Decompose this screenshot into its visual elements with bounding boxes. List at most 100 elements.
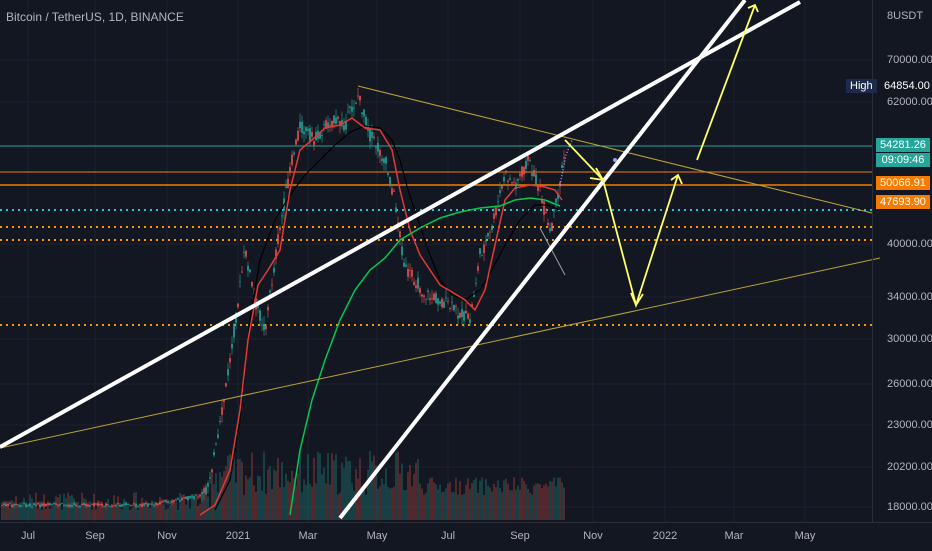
- volume-bar: [203, 492, 205, 520]
- time-tick: Nov: [583, 530, 603, 542]
- candle-body: [563, 157, 565, 159]
- volume-bar: [225, 466, 227, 520]
- candle-body: [103, 506, 105, 508]
- candle-body: [61, 503, 63, 505]
- marker-dot: [613, 158, 617, 162]
- volume-bar: [379, 486, 381, 520]
- volume-bar: [123, 498, 125, 520]
- candle-body: [227, 369, 229, 376]
- candle-body: [95, 503, 97, 505]
- volume-bar: [525, 484, 527, 520]
- candle-body: [271, 284, 273, 286]
- volume-bar: [393, 486, 395, 520]
- volume-bar: [87, 502, 89, 520]
- forecast-dots: [559, 139, 573, 186]
- volume-bar: [215, 473, 217, 520]
- candle-body: [291, 154, 293, 165]
- volume-bar: [77, 501, 79, 520]
- volume-bar: [173, 499, 175, 520]
- volume-bar: [375, 465, 377, 520]
- volume-bar: [153, 501, 155, 520]
- candle-body: [259, 310, 261, 321]
- candle-body: [93, 503, 95, 506]
- candle-body: [413, 281, 415, 285]
- candle-body: [187, 496, 189, 501]
- volume-bar: [421, 488, 423, 520]
- volume-bar: [291, 470, 293, 520]
- volume-bar: [447, 483, 449, 520]
- candle-body: [133, 503, 135, 505]
- candle-body: [199, 494, 201, 497]
- candle-body: [119, 504, 121, 507]
- candle-body: [387, 173, 389, 175]
- volume-bar: [407, 471, 409, 520]
- time-tick: May: [366, 530, 388, 542]
- candle-body: [475, 282, 477, 284]
- candle-body: [239, 281, 241, 283]
- volume-bar: [163, 504, 165, 520]
- high-value: 64854.00: [884, 80, 930, 92]
- symbol-title[interactable]: Bitcoin / TetherUS, 1D, BINANCE: [6, 10, 184, 24]
- volume-bar: [539, 484, 541, 520]
- volume-bar: [189, 508, 191, 520]
- time-axis[interactable]: [0, 522, 932, 551]
- candle-body: [467, 313, 469, 319]
- candle-body: [307, 128, 309, 131]
- volume-bar: [253, 485, 255, 520]
- volume-bar: [353, 490, 355, 520]
- volume-bar: [25, 502, 27, 520]
- candle-body: [453, 304, 455, 311]
- volume-bar: [161, 502, 163, 520]
- volume-bar: [545, 483, 547, 520]
- volume-bar: [533, 485, 535, 520]
- candle-body: [151, 503, 153, 505]
- volume-bar: [435, 484, 437, 520]
- volume-bar: [265, 493, 267, 520]
- volume-bar: [333, 460, 335, 520]
- volume-bar: [279, 487, 281, 520]
- candle-body: [183, 497, 185, 498]
- volume-bar: [399, 473, 401, 520]
- candle-body: [353, 107, 355, 109]
- volume-bar: [381, 478, 383, 520]
- candle-body: [245, 250, 247, 257]
- volume-bar: [303, 479, 305, 520]
- candle-body: [129, 505, 131, 507]
- candle-body: [469, 319, 471, 323]
- candle-body: [201, 492, 203, 494]
- axis-header[interactable]: 8USDT: [887, 10, 923, 22]
- candle-body: [73, 503, 75, 505]
- volume-bar: [423, 494, 425, 520]
- candle-body: [153, 504, 155, 506]
- volume-bar: [529, 492, 531, 520]
- candle-body: [343, 125, 345, 131]
- candle-body: [215, 443, 217, 445]
- candle-body: [13, 504, 15, 506]
- candle-body: [489, 231, 491, 233]
- volume-bar: [57, 497, 59, 520]
- candle-body: [525, 160, 527, 170]
- descending-resistance: [357, 85, 873, 214]
- volume-bar: [287, 480, 289, 520]
- volume-bar: [65, 498, 67, 520]
- price-axis[interactable]: [872, 0, 932, 522]
- candle-body: [415, 285, 417, 289]
- candle-body: [457, 315, 459, 319]
- candle-body: [309, 128, 311, 142]
- candle-body: [455, 306, 457, 307]
- candle-body: [101, 503, 103, 506]
- volume-bar: [21, 501, 23, 520]
- volume-bar: [387, 486, 389, 520]
- volume-bar: [47, 507, 49, 520]
- white-trendline-upper: [0, 0, 801, 449]
- candle-body: [249, 269, 251, 273]
- volume-bar: [17, 505, 19, 520]
- volume-bar: [391, 487, 393, 520]
- volume-bar: [15, 496, 17, 520]
- candle-body: [19, 504, 21, 507]
- volume-bar: [167, 508, 169, 520]
- candle-body: [85, 503, 87, 506]
- candle-body: [347, 111, 349, 113]
- candle-body: [337, 116, 339, 119]
